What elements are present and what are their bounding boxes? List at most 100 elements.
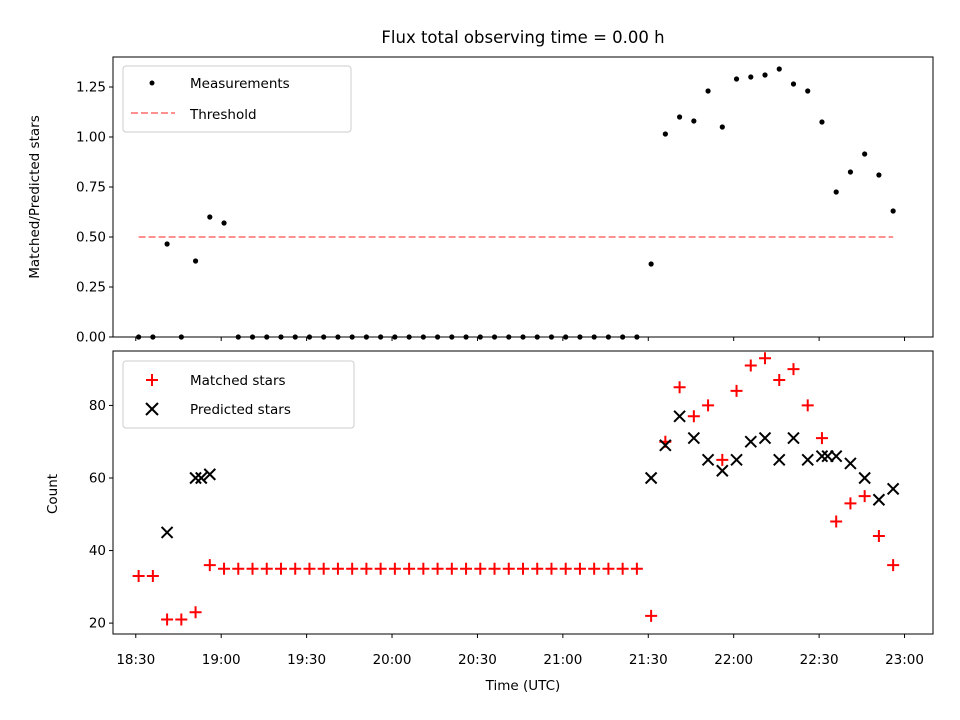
measurement-point [776,66,782,72]
matched-point [260,562,273,575]
legend-threshold-label: Threshold [189,107,257,123]
measurement-point [890,208,896,214]
matched-point [716,453,729,466]
matched-point [431,562,444,575]
measurement-point [691,118,697,124]
matched-point [360,562,373,575]
matched-point [175,613,188,626]
measurement-point [221,220,227,226]
top-legend: Measurements Threshold [122,65,352,133]
predicted-point [815,450,829,463]
matched-point [346,562,359,575]
legend-matched-label: Matched stars [190,373,286,389]
measurement-point [805,88,811,94]
bottom-x-tick-label: 19:00 [202,652,241,668]
bottom-x-tick-label: 23:00 [885,652,924,668]
matched-point [218,562,231,575]
measurement-point [648,261,654,267]
predicted-point [744,435,757,448]
measurement-point [862,151,868,157]
predicted-point [659,439,672,452]
matched-point [545,562,558,575]
matched-point [502,562,515,575]
top-y-tick-label: 0.25 [76,280,106,296]
legend-predicted-marker [145,402,159,416]
matched-point [573,562,586,575]
matched-point [474,562,487,575]
matched-point [517,562,529,575]
predicted-point [730,453,743,467]
matched-point [203,559,216,572]
matched-point [773,374,786,387]
bottom-y-tick-label: 80 [89,398,106,414]
predicted-point [758,431,772,445]
predicted-point [844,457,857,470]
matched-point [844,497,857,510]
bottom-y-tick-label: 20 [89,616,106,632]
measurement-point [164,241,170,247]
predicted-point [801,453,814,467]
matched-point [232,562,245,575]
measurement-point [847,169,854,175]
measurement-point [733,76,740,82]
top-legend-box [122,65,352,133]
matched-point [616,562,629,575]
top-x-ticks [135,337,906,341]
matched-point [417,562,430,575]
predicted-point [673,410,686,423]
bottom-x-ticks: 18:30 19:00 19:30 20:00 20:30 21:00 21:30 22:00… [116,634,924,668]
predicted-point [773,453,786,467]
predicted-point [829,450,843,463]
matched-point [289,562,302,575]
matched-point [602,562,615,575]
predicted-point [203,468,217,481]
top-y-tick-label: 0.00 [76,330,106,346]
bottom-x-tick-label: 20:30 [458,652,497,668]
matched-point [730,384,743,397]
bottom-x-tick-label: 22:00 [714,652,753,668]
matched-point [744,359,757,372]
predicted-point [701,453,715,467]
matched-point [673,381,686,394]
bottom-plot-area [132,352,900,626]
measurement-point [833,189,839,195]
matched-point [645,609,658,622]
matched-point [374,562,387,575]
matched-point [445,562,458,575]
predicted-point [160,526,174,539]
matched-point [687,410,700,423]
bottom-x-tick-label: 21:00 [543,652,582,668]
matched-point [303,562,316,575]
matched-point [146,569,159,582]
matched-point [403,562,416,575]
measurement-point [192,258,199,264]
matched-point [787,363,800,376]
bottom-x-tick-label: 20:00 [373,652,412,668]
bottom-legend-box [122,360,355,429]
predicted-point [787,431,800,445]
matched-point [161,613,174,626]
bottom-x-tick-label: 21:30 [629,652,668,668]
predicted-point [687,431,701,445]
bottom-y-axis-label: Count [45,474,61,514]
matched-point [559,562,572,575]
matched-point [588,562,601,575]
matched-point [189,606,202,619]
measurement-point [748,74,754,80]
bottom-y-tick-label: 60 [89,470,106,486]
measurement-point [876,172,882,178]
matched-point [702,399,715,412]
matched-point [388,562,401,575]
bottom-x-tick-label: 22:30 [800,652,839,668]
predicted-point [872,493,886,506]
matched-point [630,562,643,575]
measurement-point [676,114,683,120]
matched-point [759,352,772,365]
predicted-point [716,464,729,477]
predicted-point [189,471,202,485]
matched-point [274,562,287,575]
measurement-point [207,214,213,220]
bottom-x-tick-label: 18:30 [116,652,155,668]
matched-point [331,562,344,575]
